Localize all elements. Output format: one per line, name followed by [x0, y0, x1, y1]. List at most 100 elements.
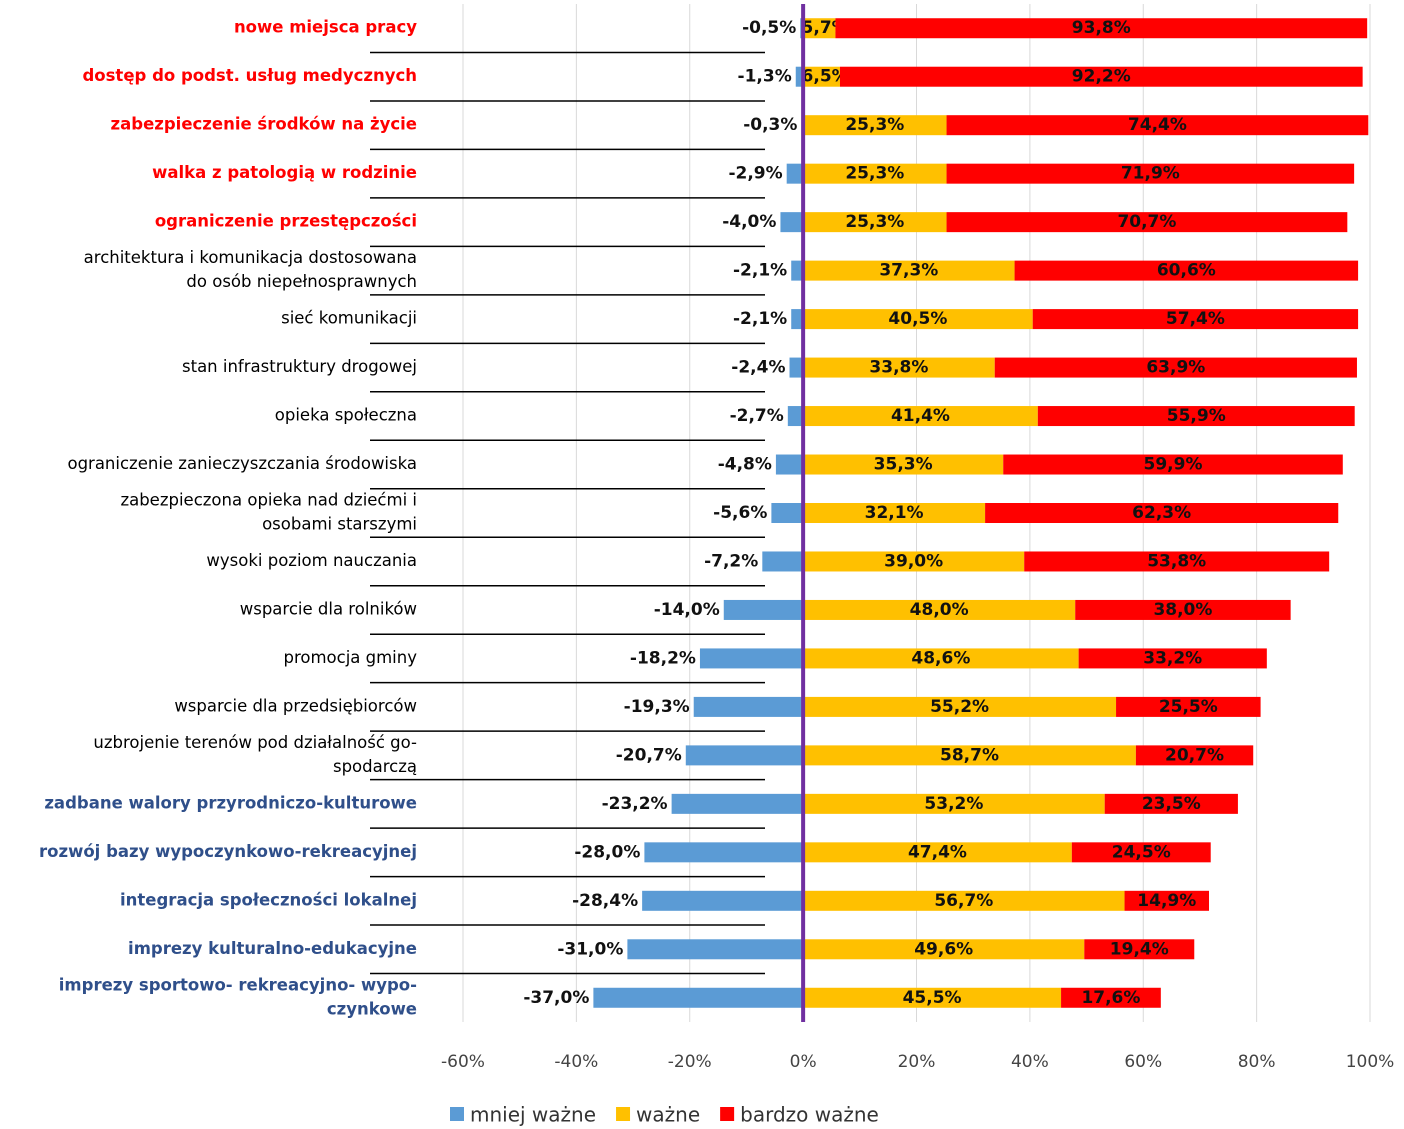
value-label: 32,1% — [865, 503, 924, 523]
bar-segment — [803, 503, 986, 523]
value-label: -0,3% — [743, 115, 797, 135]
value-label: -2,7% — [730, 406, 784, 426]
value-label: 19,4% — [1110, 939, 1169, 959]
bar-segment — [771, 503, 804, 523]
value-label: -19,3% — [624, 697, 690, 717]
x-tick-label: 100% — [1346, 1052, 1395, 1072]
value-label: 47,4% — [908, 842, 967, 862]
bar-segment — [685, 745, 804, 766]
bar-segment — [671, 793, 804, 814]
bar-segment — [1071, 842, 1211, 863]
bar-segment — [803, 987, 1062, 1008]
value-label: 74,4% — [1128, 115, 1187, 135]
bar-segment — [723, 599, 804, 620]
bar-segment — [803, 745, 1136, 766]
legend-swatch — [616, 1107, 631, 1121]
x-tick-label: -60% — [441, 1052, 485, 1072]
legend-swatch — [450, 1107, 464, 1121]
legend-label: bardzo ważne — [740, 1103, 879, 1127]
category-label: promocja gminy — [283, 648, 417, 667]
value-label: 33,2% — [1143, 648, 1202, 668]
value-label: -31,0% — [557, 939, 623, 959]
x-tick-label: 40% — [1011, 1052, 1049, 1072]
bar-segment — [946, 163, 1355, 184]
value-label: -4,8% — [718, 455, 772, 475]
value-label: -2,9% — [728, 164, 782, 184]
bar-segment — [642, 890, 804, 911]
bar-segment — [1014, 260, 1359, 281]
bar-segment — [644, 842, 804, 863]
category-label: osobami starszymi — [262, 515, 417, 534]
category-label: ograniczenie przestępczości — [155, 212, 417, 231]
value-label: 14,9% — [1137, 891, 1196, 911]
value-label: 25,3% — [845, 115, 904, 135]
value-label: 53,2% — [924, 794, 983, 814]
bar-segment — [1024, 551, 1330, 572]
bar-segment — [627, 939, 804, 960]
bar-segment — [803, 115, 947, 136]
value-label: 93,8% — [1072, 18, 1131, 38]
bar-segment — [803, 454, 1004, 475]
bar-segment — [1124, 890, 1210, 911]
bar-segment — [803, 890, 1125, 911]
bar-segment — [699, 648, 804, 669]
bar-segment — [1104, 793, 1238, 814]
bar-segment — [835, 18, 1368, 39]
value-label: 37,3% — [879, 261, 938, 281]
bar-segment — [787, 406, 804, 427]
value-label: 39,0% — [884, 551, 943, 571]
category-label: sieć komunikacji — [281, 309, 417, 328]
value-label: 35,3% — [874, 455, 933, 475]
value-label: -28,0% — [574, 842, 640, 862]
bar-segment — [994, 357, 1357, 378]
legend-label: mniej ważne — [470, 1103, 596, 1127]
value-label: -28,4% — [572, 891, 638, 911]
value-label: 53,8% — [1147, 551, 1206, 571]
value-label: 55,9% — [1167, 406, 1226, 426]
value-label: 59,9% — [1144, 455, 1203, 475]
value-label: 92,2% — [1072, 67, 1131, 87]
value-label: -1,3% — [738, 67, 792, 87]
category-label: opieka społeczna — [275, 406, 417, 425]
value-label: 38,0% — [1153, 600, 1212, 620]
category-label: wsparcie dla przedsiębiorców — [174, 696, 417, 715]
value-label: 57,4% — [1166, 309, 1225, 329]
category-label: wsparcie dla rolników — [240, 599, 417, 618]
bar-segment — [839, 66, 1363, 87]
value-label: 48,0% — [910, 600, 969, 620]
value-label: -0,5% — [742, 18, 796, 38]
value-label: -37,0% — [523, 988, 589, 1008]
bar-segment — [1116, 696, 1261, 717]
value-label: -7,2% — [704, 551, 758, 571]
bar-segment — [803, 212, 947, 233]
bar-segment — [803, 551, 1025, 572]
value-label: -5,6% — [713, 503, 767, 523]
bar-segment — [593, 987, 804, 1008]
bar-segment — [775, 454, 804, 475]
value-label: -2,1% — [733, 309, 787, 329]
value-label: 41,4% — [891, 406, 950, 426]
bar-segment — [803, 939, 1085, 960]
category-label: do osób niepełnosprawnych — [186, 272, 417, 291]
bar-segment — [789, 357, 804, 378]
value-label: 62,3% — [1132, 503, 1191, 523]
category-label: zabezpieczona opieka nad dziećmi i — [120, 491, 417, 510]
category-label: stan infrastruktury drogowej — [182, 357, 417, 376]
category-label: czynkowe — [327, 999, 417, 1018]
value-label: 60,6% — [1157, 261, 1216, 281]
bar-segment — [803, 793, 1105, 814]
legend-label: ważne — [636, 1103, 700, 1127]
value-label: 58,7% — [940, 745, 999, 765]
value-label: -18,2% — [630, 648, 696, 668]
category-label: imprezy sportowo- rekreacyjno- wypo- — [59, 975, 417, 994]
value-label: 25,5% — [1159, 697, 1218, 717]
bar-segment — [786, 163, 804, 184]
bar-segment — [803, 260, 1015, 281]
value-label: 71,9% — [1121, 164, 1180, 184]
bar-segment — [1061, 987, 1161, 1008]
bar-segment — [1032, 309, 1359, 330]
bar-segment — [762, 551, 804, 572]
bar-segment — [803, 406, 1038, 427]
value-label: -2,1% — [733, 261, 787, 281]
